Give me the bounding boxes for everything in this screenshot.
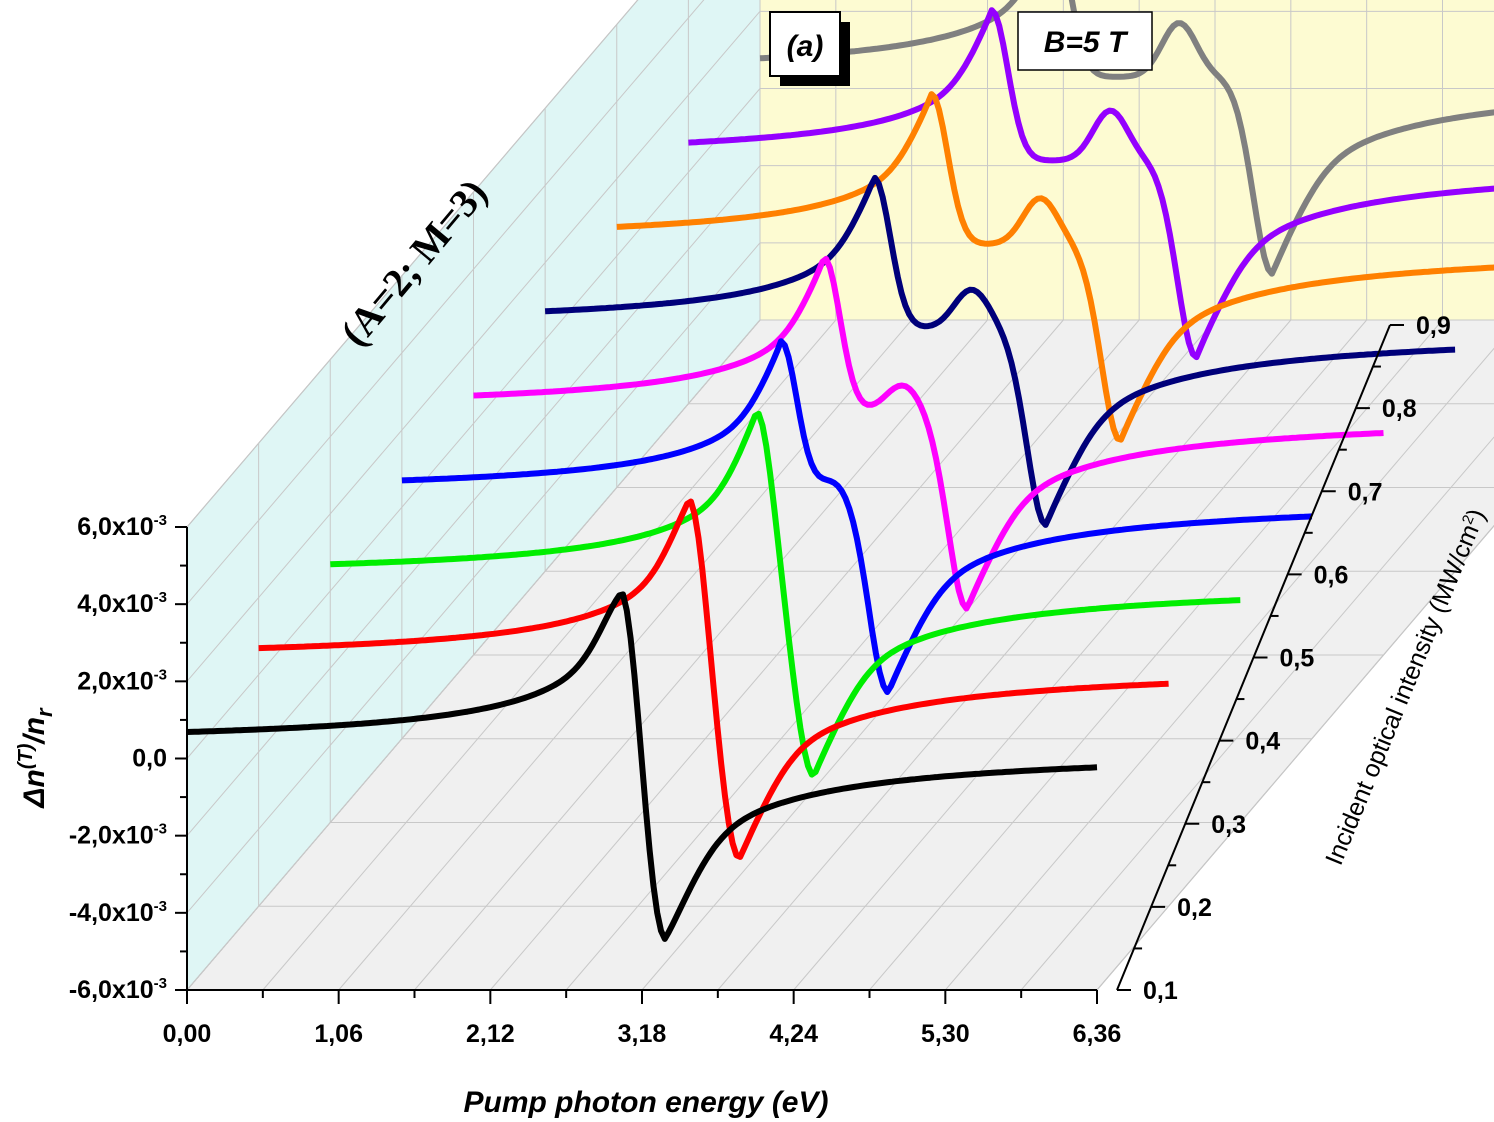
x-tick-label: 4,24 <box>769 1020 818 1048</box>
y-tick-label: -2,0x10-3 <box>69 821 167 850</box>
z-tick-label: 0,6 <box>1314 561 1349 589</box>
panel-label: (a) <box>787 30 824 63</box>
series-line-0_7 <box>616 91 1494 443</box>
y-title-main: Δn <box>18 769 51 808</box>
series-line-0_9 <box>759 0 1494 277</box>
side-gridline-y <box>186 319 761 991</box>
y-tick-exponent: -3 <box>154 666 167 683</box>
y-tick-label: 6,0x10-3 <box>77 512 167 541</box>
series-line-0_8 <box>688 7 1494 361</box>
series-line-0_6 <box>544 174 1456 528</box>
z-tick-label: 0,7 <box>1348 478 1383 506</box>
field-label-box <box>1017 11 1153 71</box>
x-tick-label: 3,18 <box>618 1020 667 1048</box>
y-tick-mantissa: 2,0x10 <box>77 667 153 695</box>
z-tick-label: 0,2 <box>1177 894 1212 922</box>
y-title-sub: r <box>32 707 57 717</box>
side-gridline-y <box>186 242 761 914</box>
side-gridline-y <box>186 11 761 682</box>
y-tick-mantissa: 4,0x10 <box>77 590 153 618</box>
y-tick-mantissa: 0,0 <box>132 745 167 773</box>
x-tick-label: 6,36 <box>1073 1020 1122 1048</box>
x-axis-title: Pump photon energy (eV) <box>463 1086 828 1119</box>
z-tick-label: 0,1 <box>1143 977 1178 1005</box>
side-gridline-y <box>186 0 639 528</box>
y-axis-title: Δn(T)/nr <box>15 707 57 809</box>
x-tick-label: 5,30 <box>921 1020 970 1048</box>
y-tick-exponent: -3 <box>154 821 167 838</box>
y-title-mid: /n <box>18 717 51 746</box>
series-line-0_2 <box>258 498 1169 860</box>
series-line-0_4 <box>401 338 1313 695</box>
y-tick-mantissa: -4,0x10 <box>69 899 154 927</box>
panel-label-box <box>769 11 841 77</box>
y-tick-mantissa: -6,0x10 <box>69 976 154 1004</box>
y-title-sup: (T) <box>15 743 37 769</box>
series-line-0_3 <box>330 410 1241 778</box>
side-gridline-y <box>186 0 705 605</box>
z-tick-label: 0,8 <box>1382 395 1417 423</box>
side-gridline-y <box>186 165 761 836</box>
y-tick-label: 4,0x10-3 <box>77 589 167 618</box>
field-label: B=5 T <box>1044 26 1129 59</box>
z-tick-label: 0,5 <box>1280 645 1315 673</box>
z-tick-label: 0,3 <box>1211 811 1246 839</box>
z-tick-label: 0,9 <box>1416 312 1451 340</box>
y-tick-exponent: -3 <box>154 898 167 915</box>
series-line-0_1 <box>186 591 1098 942</box>
chart-grid <box>186 0 1494 991</box>
z-tick-label: 0,4 <box>1245 728 1280 756</box>
y-tick-mantissa: -2,0x10 <box>69 822 154 850</box>
chart-series-group <box>186 0 1494 942</box>
y-tick-label: -6,0x10-3 <box>69 975 167 1004</box>
y-tick-label: -4,0x10-3 <box>69 898 167 927</box>
y-tick-label: 2,0x10-3 <box>77 666 167 695</box>
y-tick-exponent: -3 <box>154 512 167 529</box>
x-tick-label: 2,12 <box>466 1020 515 1048</box>
y-tick-exponent: -3 <box>154 975 167 992</box>
x-tick-label: 0,00 <box>163 1020 212 1048</box>
y-tick-mantissa: 6,0x10 <box>77 513 153 541</box>
x-tick-label: 1,06 <box>314 1020 363 1048</box>
y-tick-exponent: -3 <box>154 589 167 606</box>
series-line-0_5 <box>473 255 1384 612</box>
y-tick-label: 0,0 <box>132 745 167 773</box>
